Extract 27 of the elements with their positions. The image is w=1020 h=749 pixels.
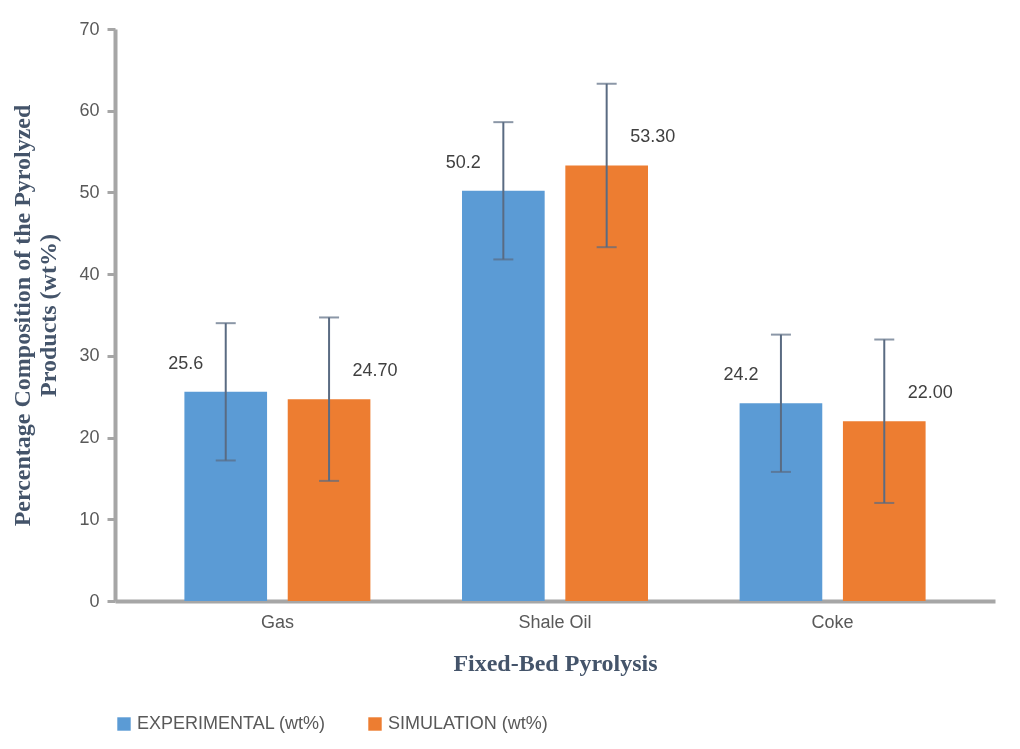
legend-label: EXPERIMENTAL (wt%) bbox=[137, 713, 326, 733]
y-tick-label: 20 bbox=[79, 427, 100, 448]
y-axis-title: Percentage Composition of the Pyrolyzed Products (wt%) bbox=[9, 104, 62, 527]
y-tick-label: 50 bbox=[79, 181, 100, 202]
y-tick-label: 70 bbox=[79, 18, 100, 39]
data-label: 50.2 bbox=[445, 151, 481, 172]
bar bbox=[462, 190, 545, 601]
y-tick-label: 10 bbox=[79, 508, 100, 529]
bar bbox=[739, 403, 823, 601]
data-label: 24.70 bbox=[352, 360, 398, 381]
x-tick-label: Gas bbox=[260, 611, 294, 632]
y-tick-label: 60 bbox=[79, 100, 100, 121]
x-tick-label: Coke bbox=[811, 611, 854, 632]
y-tick-label: 0 bbox=[89, 590, 100, 611]
bar bbox=[842, 421, 926, 601]
legend-label: SIMULATION (wt%) bbox=[388, 713, 548, 733]
data-label: 25.6 bbox=[168, 352, 204, 373]
bar bbox=[184, 391, 268, 601]
y-tick-label: 30 bbox=[79, 345, 100, 366]
data-label: 53.30 bbox=[630, 126, 676, 147]
x-axis-title: Fixed-Bed Pyrolysis bbox=[453, 649, 658, 676]
data-label: 24.2 bbox=[723, 364, 759, 385]
x-tick-label: Shale Oil bbox=[518, 611, 592, 632]
bar bbox=[565, 165, 648, 601]
bar bbox=[287, 399, 371, 601]
y-tick-label: 40 bbox=[79, 263, 100, 284]
data-label: 22.00 bbox=[907, 382, 953, 403]
